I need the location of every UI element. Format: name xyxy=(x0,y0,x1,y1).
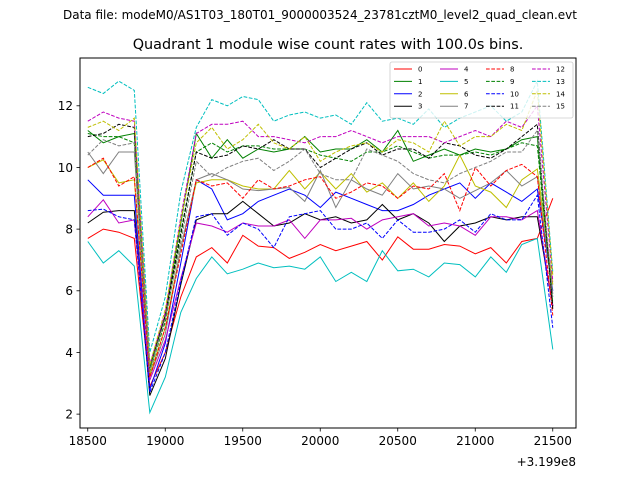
legend-box xyxy=(389,61,574,119)
legend-label-4: 4 xyxy=(464,66,469,74)
x-axis: 18500 19000 19500 20000 20500 21000 21500 xyxy=(69,428,572,448)
y-tick-label: 8 xyxy=(65,222,73,236)
series-line-14 xyxy=(87,90,554,365)
x-tick-label: 20500 xyxy=(379,434,417,448)
y-tick-label: 12 xyxy=(58,99,73,113)
y-tick-label: 4 xyxy=(65,346,73,360)
chart-title: Quadrant 1 module wise count rates with … xyxy=(133,37,524,53)
figure-suptitle: Data file: modeM0/AS1T03_180T01_90000035… xyxy=(63,8,577,22)
x-tick-label: 20000 xyxy=(301,434,339,448)
legend-label-6: 6 xyxy=(464,90,469,98)
x-tick-label: 21000 xyxy=(456,434,494,448)
legend-label-3: 3 xyxy=(418,103,422,111)
x-offset-label: +3.199e8 xyxy=(517,455,576,469)
series-line-12 xyxy=(87,104,554,365)
legend-label-1: 1 xyxy=(418,78,422,86)
legend-label-11: 11 xyxy=(510,103,519,111)
series-line-5 xyxy=(87,237,554,415)
x-tick-label: 19500 xyxy=(224,434,262,448)
series-layer xyxy=(87,79,554,415)
y-tick-label: 10 xyxy=(58,161,73,175)
x-tick-label: 21500 xyxy=(534,434,572,448)
series-line-7 xyxy=(87,151,554,378)
x-tick-label: 19000 xyxy=(146,434,184,448)
series-line-15 xyxy=(87,129,554,372)
plot-area: 18500 19000 19500 20000 20500 21000 21500 2 4 6 8… xyxy=(58,57,577,469)
legend-label-9: 9 xyxy=(510,78,514,86)
y-tick-label: 6 xyxy=(65,284,73,298)
series-line-11 xyxy=(87,123,554,365)
y-axis: 2 4 6 8 10 12 xyxy=(58,99,80,421)
series-line-4 xyxy=(87,198,554,381)
legend-label-12: 12 xyxy=(556,66,565,74)
series-line-10 xyxy=(87,193,554,393)
legend-label-14: 14 xyxy=(556,90,565,98)
legend-label-15: 15 xyxy=(556,103,565,111)
series-line-0 xyxy=(87,198,554,389)
series-line-2 xyxy=(87,179,554,390)
x-tick-label: 18500 xyxy=(69,434,107,448)
legend-label-13: 13 xyxy=(556,78,565,86)
series-line-9 xyxy=(87,133,554,372)
legend-label-7: 7 xyxy=(464,103,468,111)
legend-label-5: 5 xyxy=(464,78,468,86)
y-tick-label: 2 xyxy=(65,407,73,421)
legend-label-10: 10 xyxy=(510,90,519,98)
legend-label-8: 8 xyxy=(510,66,514,74)
legend-label-0: 0 xyxy=(418,66,422,74)
axes-frame xyxy=(79,57,577,429)
legend-label-2: 2 xyxy=(418,90,422,98)
